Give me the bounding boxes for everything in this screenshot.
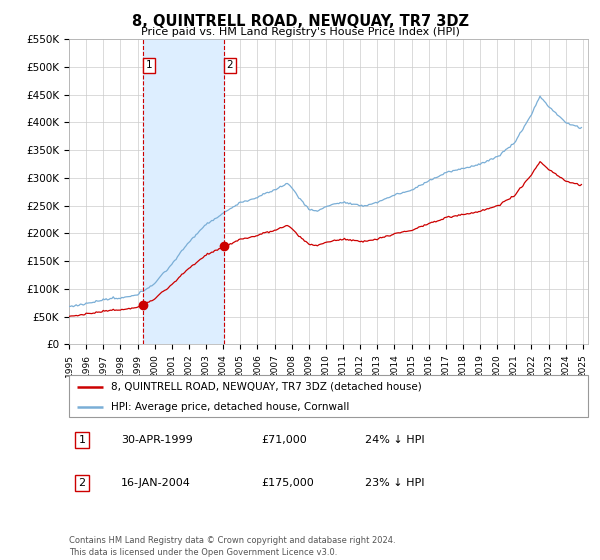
Text: 24% ↓ HPI: 24% ↓ HPI <box>365 435 424 445</box>
Text: £71,000: £71,000 <box>261 435 307 445</box>
Text: 1: 1 <box>146 60 152 71</box>
Text: 2: 2 <box>227 60 233 71</box>
Text: 30-APR-1999: 30-APR-1999 <box>121 435 193 445</box>
Text: 8, QUINTRELL ROAD, NEWQUAY, TR7 3DZ: 8, QUINTRELL ROAD, NEWQUAY, TR7 3DZ <box>131 14 469 29</box>
Text: 23% ↓ HPI: 23% ↓ HPI <box>365 478 424 488</box>
Text: HPI: Average price, detached house, Cornwall: HPI: Average price, detached house, Corn… <box>110 402 349 412</box>
Text: 1: 1 <box>79 435 85 445</box>
FancyBboxPatch shape <box>69 375 588 417</box>
Text: £175,000: £175,000 <box>261 478 314 488</box>
Text: 2: 2 <box>79 478 86 488</box>
Bar <box>143 39 224 344</box>
Text: Price paid vs. HM Land Registry's House Price Index (HPI): Price paid vs. HM Land Registry's House … <box>140 27 460 37</box>
Text: 16-JAN-2004: 16-JAN-2004 <box>121 478 191 488</box>
Text: 8, QUINTRELL ROAD, NEWQUAY, TR7 3DZ (detached house): 8, QUINTRELL ROAD, NEWQUAY, TR7 3DZ (det… <box>110 381 421 391</box>
Text: Contains HM Land Registry data © Crown copyright and database right 2024.
This d: Contains HM Land Registry data © Crown c… <box>69 536 395 557</box>
